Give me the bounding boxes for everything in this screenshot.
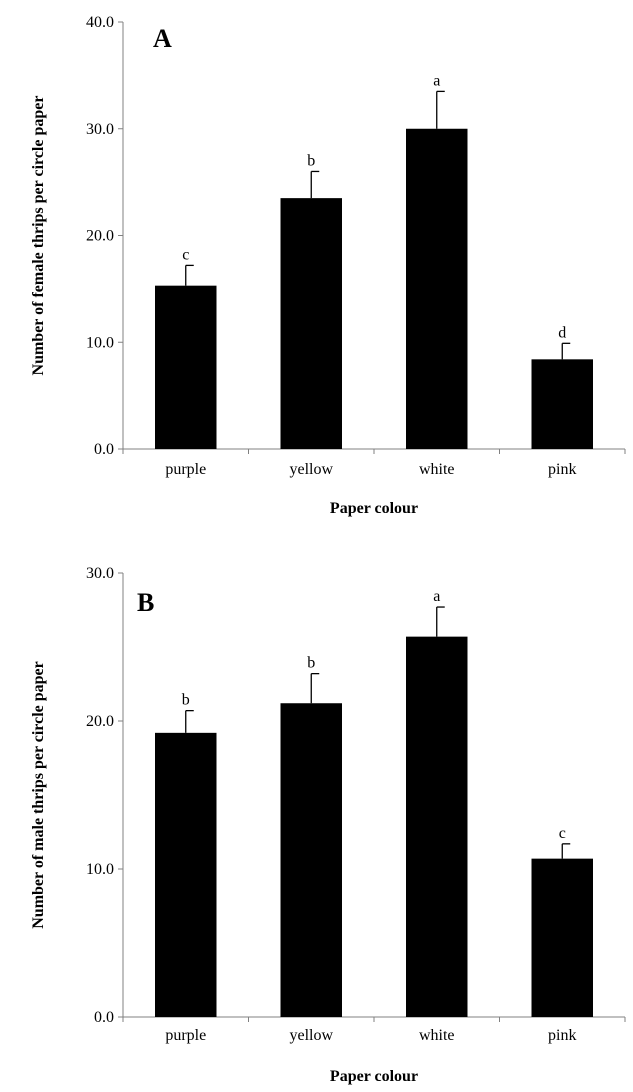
chart-b-y-tick-label: 30.0 <box>86 565 114 582</box>
chart-b-category-label-white: white <box>419 1027 455 1044</box>
chart-b-y-tick-label: 10.0 <box>86 861 114 878</box>
chart-a-bar-purple <box>155 285 217 449</box>
chart-b-panel-letter: B <box>137 588 154 617</box>
chart-a-category-label-yellow: yellow <box>289 461 333 478</box>
chart-a-significance-purple: c <box>182 246 189 263</box>
chart-a-y-tick-label: 10.0 <box>86 334 114 351</box>
chart-a-y-tick-label: 30.0 <box>86 121 114 138</box>
chart-a-category-label-white: white <box>419 461 455 478</box>
chart-a-significance-pink: d <box>558 324 566 341</box>
chart-b-x-axis-title: Paper colour <box>330 1068 418 1085</box>
chart-b-bar-yellow <box>280 703 342 1017</box>
chart-a-significance-white: a <box>433 72 440 89</box>
chart-a-svg: 0.0 10.0 20.0 30.0 40.0 c purple b yellow a white d… <box>30 14 626 517</box>
chart-b-y-tick-label: 0.0 <box>94 1009 114 1026</box>
chart-b-bar-purple <box>155 732 217 1017</box>
chart-b-bar-white <box>406 636 468 1017</box>
chart-b-category-label-purple: purple <box>165 1027 206 1044</box>
chart-a-panel-letter: A <box>153 24 172 53</box>
chart-b-y-tick-label: 20.0 <box>86 713 114 730</box>
chart-a-x-axis-title: Paper colour <box>330 500 418 517</box>
chart-b-bar-pink <box>531 858 593 1017</box>
chart-a-y-tick-label: 0.0 <box>94 441 114 458</box>
chart-a-category-label-pink: pink <box>548 461 576 478</box>
chart-b-significance-white: a <box>433 588 440 605</box>
chart-b-category-label-yellow: yellow <box>289 1027 333 1044</box>
chart-b-significance-yellow: b <box>307 655 315 672</box>
chart-a-significance-yellow: b <box>307 152 315 169</box>
chart-a-y-tick-label: 40.0 <box>86 14 114 31</box>
chart-a-bar-yellow <box>280 198 342 449</box>
chart-b-y-axis-title: Number of male thrips per circle paper <box>30 661 47 929</box>
chart-a-y-tick-label: 20.0 <box>86 228 114 245</box>
chart-b-significance-pink: c <box>559 825 566 842</box>
chart-panel-a: 0.0 10.0 20.0 30.0 40.0 c purple b yellow a white d… <box>0 0 633 540</box>
chart-a-bar-pink <box>531 359 593 449</box>
chart-a-y-axis-title: Number of female thrips per circle paper <box>30 96 47 376</box>
chart-b-significance-purple: b <box>182 692 190 709</box>
chart-panel-b: 0.0 10.0 20.0 30.0 b purple b yellow a white c pink… <box>0 540 633 1092</box>
chart-b-category-label-pink: pink <box>548 1027 576 1044</box>
chart-a-bar-white <box>406 128 468 449</box>
chart-b-svg: 0.0 10.0 20.0 30.0 b purple b yellow a white c pink… <box>30 565 626 1085</box>
chart-a-category-label-purple: purple <box>165 461 206 478</box>
